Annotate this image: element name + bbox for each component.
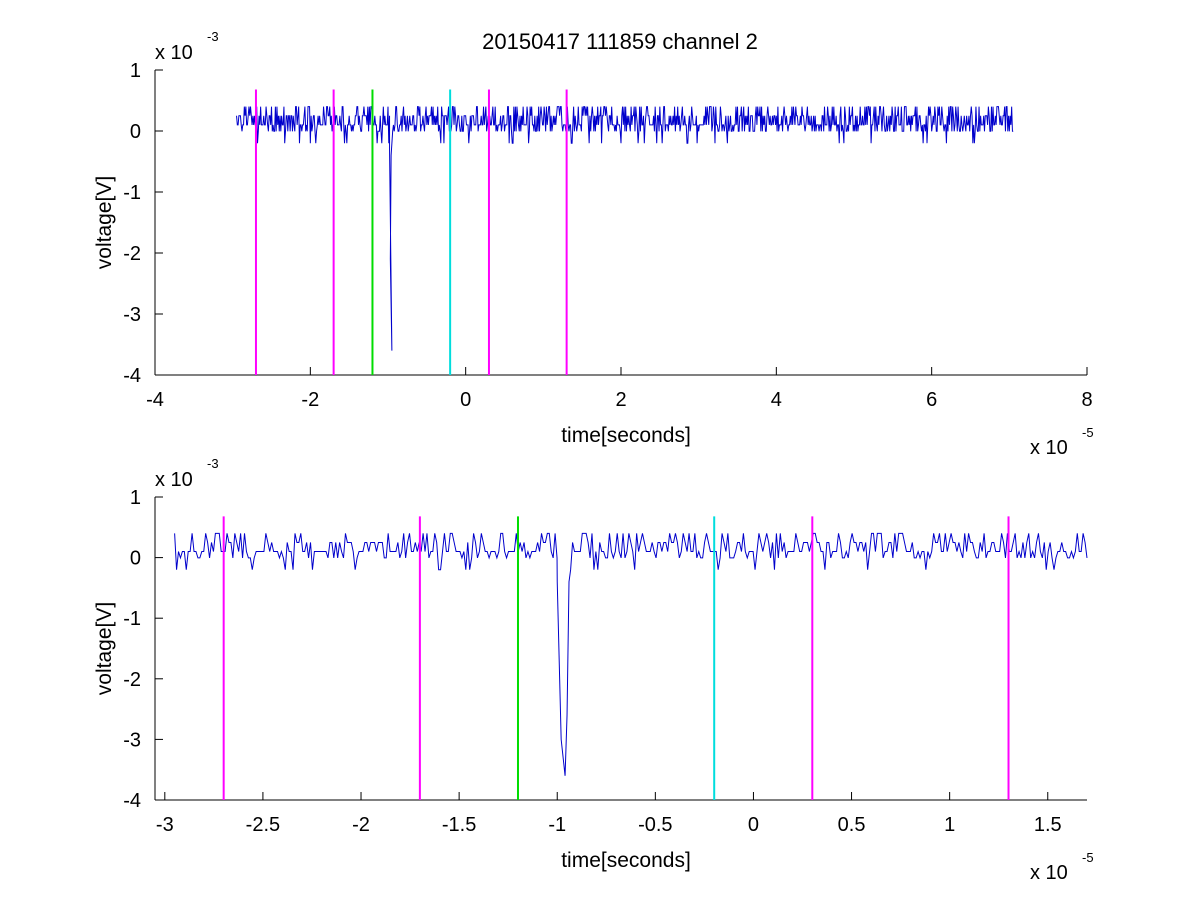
y-tick-label: -1 bbox=[123, 182, 141, 204]
y-tick-label: -2 bbox=[123, 669, 141, 691]
x-tick-label: -4 bbox=[146, 389, 164, 411]
y-tick-label: 0 bbox=[130, 121, 141, 143]
y-tick-label: -3 bbox=[123, 304, 141, 326]
y-tick-label: 1 bbox=[130, 487, 141, 509]
signal-series-line bbox=[174, 532, 1088, 776]
top-chart: -4 -2 0 2 4 6 810-1-2-3-4time[seconds]voltage[… bbox=[93, 29, 1094, 459]
x-exponent: -5 bbox=[1082, 425, 1094, 440]
x-tick-label: -1.5 bbox=[442, 814, 476, 836]
y-tick-label: -2 bbox=[123, 243, 141, 265]
y-tick-label: 1 bbox=[130, 60, 141, 82]
x-axis-label: time[seconds] bbox=[561, 849, 691, 872]
y-tick-label: -1 bbox=[123, 608, 141, 630]
y-tick-label: -4 bbox=[123, 365, 141, 387]
y-exponent-multiplier: x 10 bbox=[155, 469, 193, 491]
x-exponent-multiplier: x 10 bbox=[1030, 437, 1068, 459]
y-exponent: -3 bbox=[207, 456, 219, 471]
y-tick-label: -3 bbox=[123, 729, 141, 751]
signal-series-line bbox=[236, 106, 1014, 351]
x-tick-label: -3 bbox=[156, 814, 174, 836]
y-exponent: -3 bbox=[207, 29, 219, 44]
x-tick-label: 0.5 bbox=[838, 814, 866, 836]
x-tick-label: -0.5 bbox=[638, 814, 672, 836]
y-axis-label: voltage[V] bbox=[93, 176, 116, 269]
x-tick-label: -2 bbox=[352, 814, 370, 836]
x-tick-label: -1 bbox=[548, 814, 566, 836]
x-tick-label: 0 bbox=[460, 389, 471, 411]
bottom-chart: -3 -2.5 -2 -1.5 -1 -0.5 0 0.5 1 1.5 1 0 -1 -2 -3 -4 time… bbox=[93, 456, 1094, 884]
x-tick-label: -2.5 bbox=[246, 814, 280, 836]
figure-title: 20150417 111859 channel 2 bbox=[482, 29, 758, 54]
x-tick-label: 4 bbox=[771, 389, 782, 411]
x-tick-label: 2 bbox=[615, 389, 626, 411]
x-exponent-multiplier: x 10 bbox=[1030, 862, 1068, 884]
y-axis-label: voltage[V] bbox=[93, 602, 116, 695]
x-tick-label: 8 bbox=[1081, 389, 1092, 411]
x-axis-label: time[seconds] bbox=[561, 424, 691, 447]
x-tick-label: 1.5 bbox=[1034, 814, 1062, 836]
y-tick-label: -4 bbox=[123, 790, 141, 812]
x-exponent: -5 bbox=[1082, 850, 1094, 865]
y-tick-label: 0 bbox=[130, 548, 141, 570]
x-tick-label: -2 bbox=[301, 389, 319, 411]
x-tick-label: 6 bbox=[926, 389, 937, 411]
x-tick-label: 0 bbox=[748, 814, 759, 836]
y-exponent-multiplier: x 10 bbox=[155, 42, 193, 64]
x-tick-label: 1 bbox=[944, 814, 955, 836]
